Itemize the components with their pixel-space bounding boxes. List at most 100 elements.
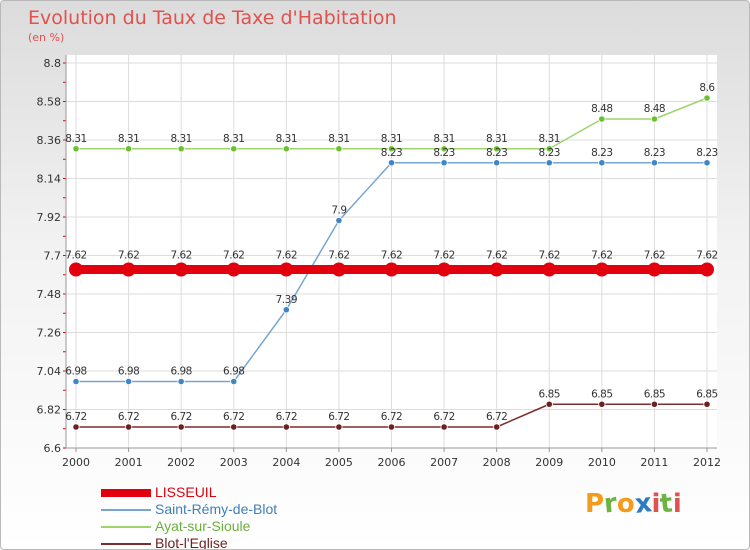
x-tick-label: 2000 — [62, 456, 90, 469]
x-tick-label: 2003 — [220, 456, 248, 469]
data-label: 7.62 — [591, 250, 612, 262]
data-point — [493, 145, 501, 153]
data-label: 8.31 — [170, 133, 191, 145]
data-point — [700, 262, 714, 277]
data-point — [545, 159, 553, 167]
chart-title: Evolution du Taux de Taxe d'Habitation — [28, 7, 397, 29]
data-point — [230, 423, 238, 431]
data-label: 8.31 — [118, 133, 139, 145]
data-label: 6.98 — [223, 366, 244, 378]
data-label: 8.31 — [65, 133, 86, 145]
logo-letter: i — [651, 489, 661, 519]
data-label: 7.39 — [276, 294, 297, 306]
data-point — [335, 216, 343, 225]
y-tick-label: 8.8 — [44, 57, 62, 70]
logo-letter: i — [672, 489, 682, 519]
x-tick-label: 2012 — [693, 456, 721, 469]
data-point — [493, 159, 501, 167]
x-tick-label: 2004 — [272, 456, 300, 469]
y-tick-label: 7.26 — [37, 327, 62, 340]
data-point — [437, 262, 452, 277]
data-point — [226, 262, 241, 277]
data-label: 8.23 — [696, 147, 717, 159]
data-label: 6.72 — [433, 411, 454, 423]
data-label: 8.31 — [539, 133, 560, 145]
data-point — [542, 262, 557, 277]
data-point — [230, 377, 238, 386]
data-label: 8.31 — [433, 133, 454, 145]
data-label: 7.62 — [170, 250, 191, 262]
data-point — [440, 145, 448, 153]
y-tick-label: 7.04 — [37, 365, 62, 378]
logo-letter: x — [633, 488, 654, 520]
x-tick-label: 2008 — [483, 456, 511, 469]
x-tick-label: 2009 — [535, 456, 563, 469]
data-label: 8.31 — [223, 133, 244, 145]
data-label: 6.72 — [223, 411, 244, 423]
data-label: 7.62 — [433, 250, 454, 262]
legend-swatch — [101, 543, 151, 545]
x-tick-label: 2002 — [167, 456, 195, 469]
legend-label: LISSEUIL — [155, 484, 217, 500]
data-label: 6.72 — [118, 411, 139, 423]
data-point — [387, 145, 396, 153]
data-point — [387, 423, 396, 431]
data-label: 6.98 — [65, 366, 86, 378]
data-point — [124, 145, 133, 153]
data-point — [282, 145, 290, 153]
data-label: 8.48 — [644, 103, 665, 115]
data-label: 6.72 — [486, 411, 507, 423]
data-point — [387, 159, 396, 167]
logo-letter: P — [585, 489, 605, 519]
data-label: 7.62 — [381, 250, 402, 262]
data-label: 6.85 — [696, 388, 717, 400]
data-label: 6.98 — [118, 366, 139, 378]
data-point — [650, 400, 659, 408]
data-point — [650, 159, 659, 167]
data-point — [177, 423, 185, 431]
data-label: 6.98 — [170, 366, 191, 378]
legend-label: Saint-Rémy-de-Blot — [155, 501, 278, 517]
data-point — [650, 115, 659, 123]
proxiti-logo: Proxiti — [585, 488, 682, 520]
data-label: 7.62 — [223, 250, 244, 262]
data-point — [69, 262, 83, 277]
data-label: 6.72 — [381, 411, 402, 423]
data-label: 7.62 — [328, 250, 349, 262]
data-label: 8.6 — [699, 82, 715, 94]
data-point — [177, 145, 185, 153]
x-tick-label: 2010 — [588, 456, 616, 469]
data-label: 7.62 — [65, 250, 86, 262]
data-label: 6.85 — [644, 388, 665, 400]
data-label: 6.72 — [276, 411, 297, 423]
data-point — [124, 423, 133, 431]
y-tick-label: 7.7 — [44, 250, 62, 263]
x-tick-label: 2001 — [115, 456, 143, 469]
data-point — [545, 400, 553, 408]
data-label: 6.72 — [65, 411, 86, 423]
data-point — [489, 262, 504, 277]
legend-swatch — [101, 526, 151, 528]
x-tick-label: 2007 — [430, 456, 458, 469]
y-tick-label: 8.36 — [37, 134, 62, 147]
data-label: 8.23 — [644, 147, 665, 159]
data-point — [335, 423, 343, 431]
data-label: 7.62 — [539, 250, 560, 262]
data-label: 8.31 — [328, 133, 349, 145]
data-point — [279, 262, 294, 277]
data-label: 7.62 — [486, 250, 507, 262]
y-tick-label: 6.82 — [37, 404, 62, 417]
data-point — [440, 159, 448, 167]
legend-swatch — [101, 509, 151, 511]
data-point — [230, 145, 238, 153]
legend-swatch — [101, 489, 151, 497]
data-point — [331, 262, 346, 277]
legend-label: Blot-l'Eglise — [155, 535, 228, 550]
data-point — [72, 145, 80, 153]
data-point — [177, 377, 185, 386]
data-point — [545, 145, 553, 153]
data-label: 8.23 — [486, 147, 507, 159]
data-label: 8.23 — [539, 147, 560, 159]
y-tick-label: 7.92 — [37, 211, 62, 224]
